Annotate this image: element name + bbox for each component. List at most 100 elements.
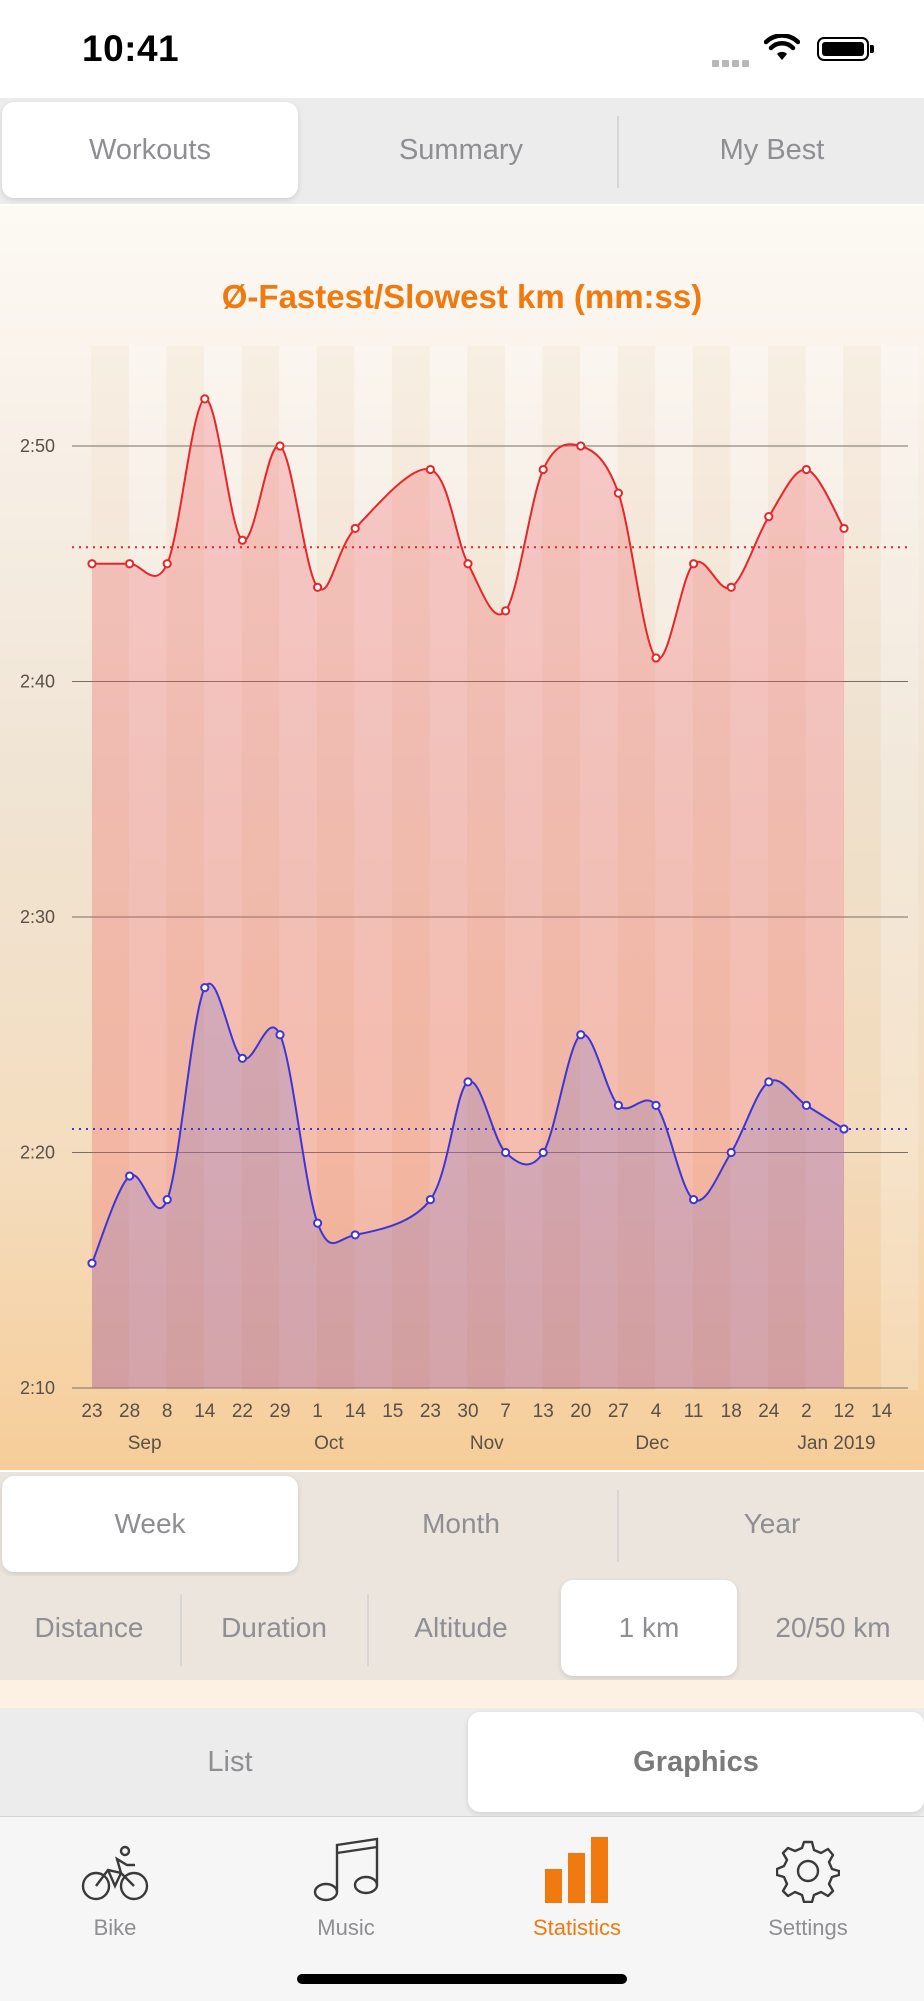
tab-week[interactable]: Week xyxy=(2,1476,298,1572)
chart-column-band xyxy=(880,346,919,1390)
x-tick-label: 12 xyxy=(833,1401,854,1422)
data-point xyxy=(463,1077,473,1087)
tab-month[interactable]: Month xyxy=(422,1508,500,1539)
segment-divider xyxy=(617,116,619,188)
data-point xyxy=(576,441,586,451)
data-point xyxy=(275,441,285,451)
tab-year[interactable]: Year xyxy=(743,1508,801,1539)
x-tick-label: 20 xyxy=(570,1401,591,1422)
tabbar-label: Settings xyxy=(768,1915,848,1940)
bike-icon xyxy=(25,1831,205,1903)
y-tick-label: 2:20 xyxy=(20,1143,55,1163)
data-point xyxy=(463,559,473,569)
x-tick-label: 28 xyxy=(119,1401,140,1422)
battery-icon xyxy=(817,37,874,61)
cellular-signal-icon xyxy=(712,54,752,72)
chart-column-band xyxy=(580,346,618,1390)
chart-title: Ø-Fastest/Slowest km (mm:ss) xyxy=(221,278,703,315)
x-tick-label: 30 xyxy=(457,1401,478,1422)
x-tick-label: 1 xyxy=(312,1401,323,1422)
tab-1-km[interactable]: 1 km xyxy=(561,1580,737,1676)
chart-column-band xyxy=(730,346,768,1390)
x-tick-label: 7 xyxy=(500,1401,511,1422)
tabbar-settings[interactable]: Settings xyxy=(718,1831,898,1941)
month-label: Jan 2019 xyxy=(797,1433,875,1454)
x-tick-label: 22 xyxy=(232,1401,253,1422)
status-bar: 10:41 xyxy=(0,0,924,98)
data-point xyxy=(651,1100,661,1111)
month-label: Oct xyxy=(314,1433,344,1454)
tab-duration[interactable]: Duration xyxy=(221,1612,327,1643)
data-point xyxy=(313,582,323,592)
data-point xyxy=(613,488,624,498)
data-point xyxy=(801,1100,812,1111)
tabbar-bike[interactable]: Bike xyxy=(25,1831,205,1941)
chart-column-band xyxy=(542,346,580,1390)
data-point xyxy=(764,512,774,522)
segment-divider xyxy=(617,1490,619,1562)
x-tick-label: 14 xyxy=(194,1401,216,1422)
spacer xyxy=(0,1680,924,1708)
top-segmented-control: Workouts Summary My Best xyxy=(0,98,924,204)
x-tick-label: 23 xyxy=(420,1401,441,1422)
x-tick-label: 29 xyxy=(269,1401,290,1422)
data-point xyxy=(726,582,736,592)
tab-list[interactable]: List xyxy=(207,1745,253,1778)
view-segmented-control: List Graphics xyxy=(0,1708,924,1816)
chart-column-band xyxy=(279,346,317,1390)
chart-column-band xyxy=(768,346,806,1390)
chart-column-band xyxy=(843,346,881,1390)
x-tick-label: 13 xyxy=(533,1401,554,1422)
y-tick-label: 2:10 xyxy=(20,1378,55,1398)
tab-altitude[interactable]: Altitude xyxy=(414,1612,508,1643)
data-point xyxy=(501,606,511,616)
x-tick-label: 2 xyxy=(801,1401,812,1422)
data-point xyxy=(839,1124,849,1134)
data-point xyxy=(538,1147,548,1158)
x-tick-label: 27 xyxy=(608,1401,629,1422)
month-label: Dec xyxy=(635,1433,669,1454)
month-label: Sep xyxy=(128,1433,162,1454)
x-tick-label: 8 xyxy=(162,1401,173,1422)
month-label: Nov xyxy=(470,1433,504,1454)
x-tick-label: 4 xyxy=(651,1401,662,1422)
data-point xyxy=(162,559,172,569)
tabbar-music[interactable]: Music xyxy=(256,1831,436,1941)
tab-workouts[interactable]: Workouts xyxy=(2,102,298,198)
data-point xyxy=(651,653,661,663)
tabbar-statistics[interactable]: Statistics xyxy=(487,1831,667,1941)
data-point xyxy=(237,535,247,545)
data-point xyxy=(87,559,97,569)
data-point xyxy=(425,464,435,475)
x-tick-label: 11 xyxy=(684,1401,704,1422)
chart-column-band xyxy=(805,346,844,1390)
data-point xyxy=(801,464,812,475)
data-point xyxy=(200,394,210,404)
chart-column-band xyxy=(617,346,656,1390)
tab-distance[interactable]: Distance xyxy=(34,1612,144,1643)
series-area xyxy=(92,398,844,1388)
x-tick-label: 24 xyxy=(758,1401,780,1422)
data-point xyxy=(237,1053,247,1063)
chart-column-band xyxy=(166,346,204,1390)
series-area xyxy=(92,983,844,1388)
metric-segmented-control: Distance Duration Altitude 1 km 20/50 km xyxy=(0,1576,924,1680)
data-point xyxy=(200,983,210,993)
chart-column-band xyxy=(316,346,355,1390)
tab-summary[interactable]: Summary xyxy=(398,133,524,166)
tab-graphics[interactable]: Graphics xyxy=(468,1712,924,1812)
tab-20-50-km[interactable]: 20/50 km xyxy=(775,1612,891,1643)
x-tick-label: 14 xyxy=(345,1401,367,1422)
status-time: 10:41 xyxy=(82,28,180,69)
chart-column-band xyxy=(354,346,392,1390)
data-point xyxy=(726,1147,736,1158)
chart-column-band xyxy=(504,346,543,1390)
x-tick-label: 18 xyxy=(721,1401,742,1422)
tabbar-label: Music xyxy=(317,1915,375,1940)
y-tick-label: 2:30 xyxy=(20,907,55,927)
chart-column-band xyxy=(128,346,167,1390)
data-point xyxy=(125,559,135,569)
period-segmented-control: Week Month Year xyxy=(0,1472,924,1576)
tab-my-best[interactable]: My Best xyxy=(719,133,825,166)
